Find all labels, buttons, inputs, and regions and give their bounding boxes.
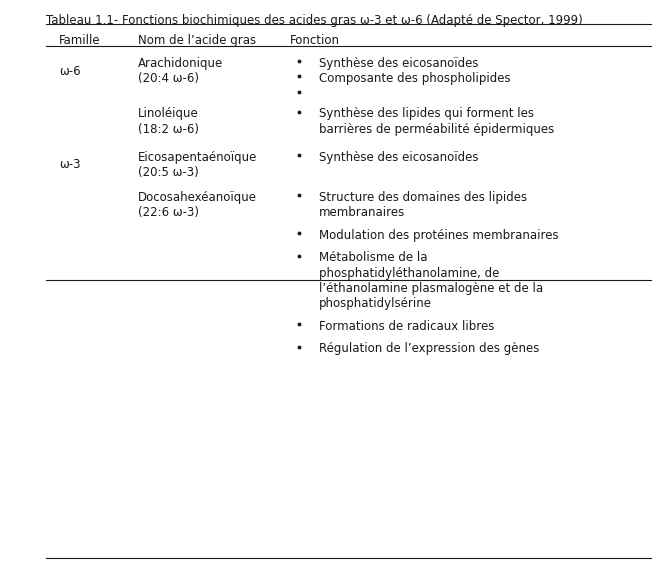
Text: Synthèse des lipides qui forment les: Synthèse des lipides qui forment les: [319, 107, 534, 120]
Text: phosphatidyléthanolamine, de: phosphatidyléthanolamine, de: [319, 267, 499, 280]
Text: ω-3: ω-3: [59, 158, 81, 171]
Text: Nom de l’acide gras: Nom de l’acide gras: [138, 34, 257, 47]
Text: l’éthanolamine plasmalogène et de la: l’éthanolamine plasmalogène et de la: [319, 282, 544, 295]
Text: Arachidonique: Arachidonique: [138, 56, 224, 69]
Text: Structure des domaines des lipides: Structure des domaines des lipides: [319, 191, 527, 204]
Text: ω-6: ω-6: [59, 65, 81, 78]
Text: barrières de perméabilité épidermiques: barrières de perméabilité épidermiques: [319, 123, 555, 136]
Text: Tableau 1.1- Fonctions biochimiques des acides gras ω-3 et ω-6 (Adapté de Specto: Tableau 1.1- Fonctions biochimiques des …: [46, 14, 583, 27]
Text: membranaires: membranaires: [319, 206, 405, 219]
Text: (20:5 ω-3): (20:5 ω-3): [138, 166, 199, 179]
Text: Régulation de l’expression des gènes: Régulation de l’expression des gènes: [319, 342, 540, 355]
Text: Synthèse des eicosanoïdes: Synthèse des eicosanoïdes: [319, 56, 478, 69]
Text: Formations de radicaux libres: Formations de radicaux libres: [319, 320, 495, 333]
Text: Fonction: Fonction: [290, 34, 340, 47]
Text: Modulation des protéines membranaires: Modulation des protéines membranaires: [319, 229, 559, 242]
Text: Docosahexéanoïque: Docosahexéanoïque: [138, 191, 257, 204]
Text: Linoléique: Linoléique: [138, 107, 199, 120]
Text: phosphatidylsérine: phosphatidylsérine: [319, 297, 432, 310]
Text: (22:6 ω-3): (22:6 ω-3): [138, 206, 199, 219]
Text: (20:4 ω-6): (20:4 ω-6): [138, 72, 199, 85]
Text: Famille: Famille: [59, 34, 101, 47]
Text: (18:2 ω-6): (18:2 ω-6): [138, 123, 199, 136]
Text: Métabolisme de la: Métabolisme de la: [319, 251, 428, 264]
Text: Eicosapentaénoïque: Eicosapentaénoïque: [138, 151, 257, 164]
Text: Synthèse des eicosanoïdes: Synthèse des eicosanoïdes: [319, 151, 478, 164]
Text: Composante des phospholipides: Composante des phospholipides: [319, 72, 511, 85]
